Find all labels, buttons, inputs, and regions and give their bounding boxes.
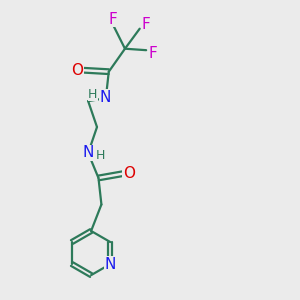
Text: O: O bbox=[123, 166, 135, 181]
Text: N: N bbox=[100, 90, 111, 105]
Text: F: F bbox=[141, 17, 150, 32]
Text: N: N bbox=[104, 256, 116, 272]
Text: F: F bbox=[108, 12, 117, 27]
Text: H: H bbox=[88, 88, 97, 101]
Text: O: O bbox=[72, 63, 84, 78]
Text: F: F bbox=[149, 46, 158, 61]
Text: N: N bbox=[82, 146, 94, 160]
Text: H: H bbox=[96, 149, 105, 162]
